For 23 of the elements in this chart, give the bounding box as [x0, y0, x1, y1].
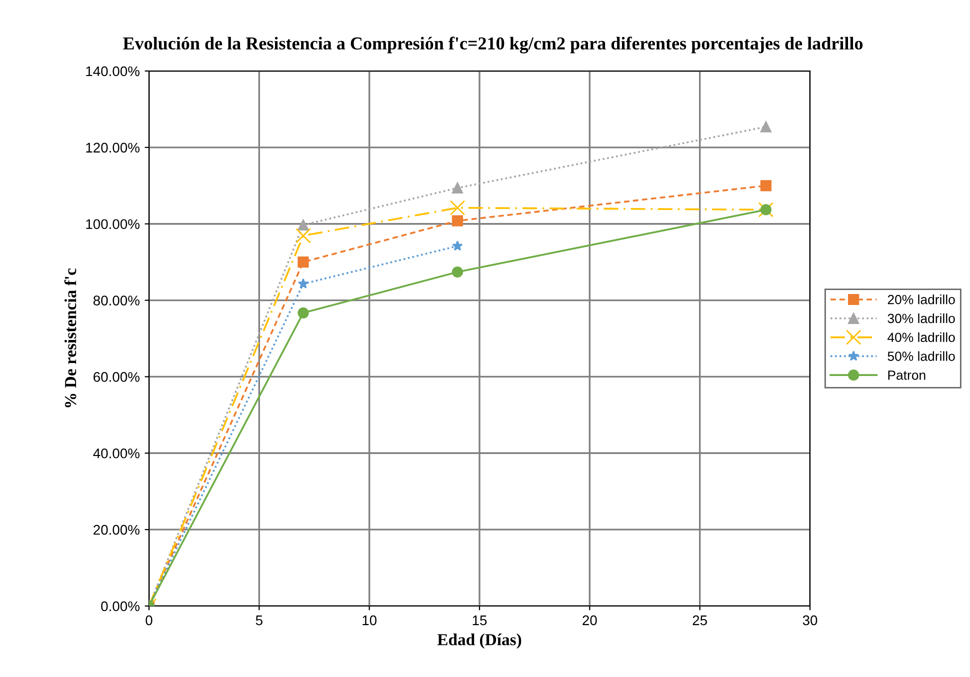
legend-label: Patron [888, 370, 926, 380]
legend-label: 40% ladrillo [888, 332, 955, 342]
y-tick-label: 140.00% [86, 66, 140, 76]
x-tick-label: 25 [692, 615, 707, 626]
chart-title: Evolución de la Resistencia a Compresión f'c=210 kg/cm2 para diferentes porcentajes de ladrillo [123, 36, 863, 54]
legend-label: 20% ladrillo [888, 294, 955, 304]
x-tick-label: 30 [802, 615, 818, 626]
y-tick-label: 0.00% [101, 601, 140, 612]
x-tick-label: 15 [472, 616, 487, 626]
legend-label: 50% ladrillo [888, 351, 955, 361]
x-tick-label: 10 [362, 615, 377, 626]
y-tick-label: 20.00% [94, 524, 140, 535]
legend-label: 30% ladrillo [888, 313, 955, 324]
x-tick-label: 5 [256, 616, 262, 626]
y-axis-title: % De resistencia f'c [64, 268, 76, 408]
x-axis-title: Edad (Días) [437, 634, 522, 649]
y-tick-label: 120.00% [86, 142, 140, 153]
y-tick-label: 40.00% [93, 448, 140, 458]
x-tick-label: 0 [146, 615, 152, 626]
x-tick-label: 20 [582, 615, 597, 626]
y-tick-label: 100.00% [86, 219, 140, 230]
y-tick-label: 60.00% [94, 372, 140, 382]
y-tick-label: 80.00% [93, 296, 140, 306]
